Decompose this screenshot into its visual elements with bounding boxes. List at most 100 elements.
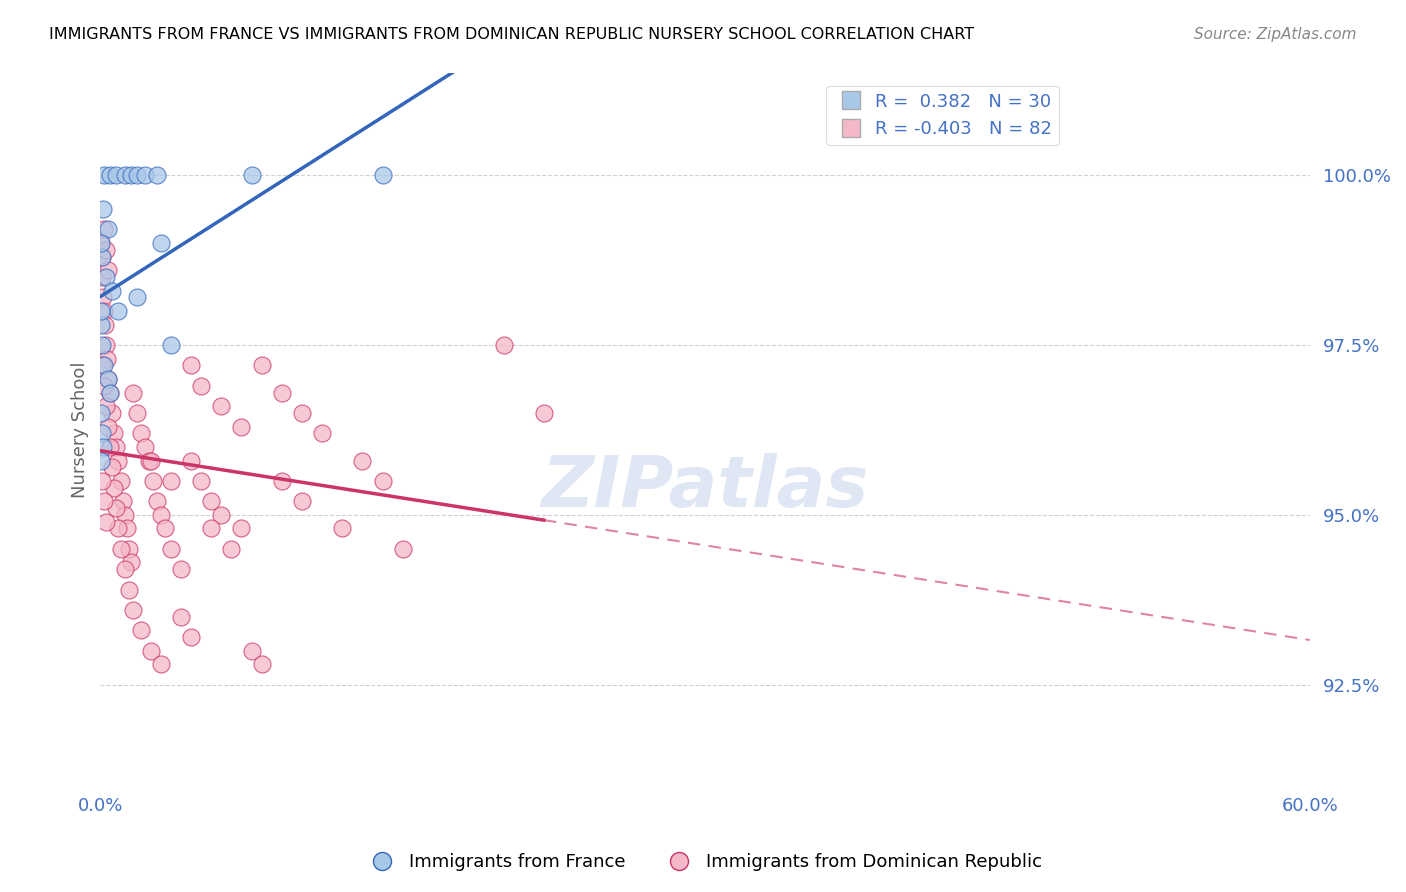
Point bbox=[231, 419, 253, 434]
Point bbox=[138, 453, 160, 467]
Point bbox=[371, 474, 394, 488]
Point bbox=[100, 385, 122, 400]
Point bbox=[91, 269, 114, 284]
Point bbox=[103, 481, 125, 495]
Point bbox=[91, 426, 114, 441]
Point bbox=[97, 372, 120, 386]
Point bbox=[352, 453, 374, 467]
Point bbox=[134, 168, 156, 182]
Point bbox=[91, 250, 114, 264]
Text: Source: ZipAtlas.com: Source: ZipAtlas.com bbox=[1194, 27, 1357, 42]
Point bbox=[101, 284, 124, 298]
Point bbox=[100, 440, 122, 454]
Point bbox=[110, 541, 132, 556]
Point bbox=[90, 304, 112, 318]
Point bbox=[190, 378, 212, 392]
Point bbox=[250, 657, 273, 672]
Point bbox=[90, 235, 112, 250]
Point bbox=[93, 304, 115, 318]
Point bbox=[96, 269, 118, 284]
Point bbox=[90, 318, 112, 332]
Point bbox=[160, 541, 183, 556]
Point bbox=[121, 603, 143, 617]
Point bbox=[90, 406, 112, 420]
Point bbox=[93, 359, 115, 373]
Point bbox=[100, 385, 122, 400]
Text: ZIPatlas: ZIPatlas bbox=[541, 452, 869, 522]
Point bbox=[125, 406, 148, 420]
Point bbox=[93, 494, 115, 508]
Legend: Immigrants from France, Immigrants from Dominican Republic: Immigrants from France, Immigrants from … bbox=[356, 847, 1050, 879]
Point bbox=[125, 290, 148, 304]
Point bbox=[115, 521, 138, 535]
Point bbox=[114, 562, 136, 576]
Point bbox=[91, 474, 114, 488]
Point bbox=[121, 385, 143, 400]
Point bbox=[146, 494, 169, 508]
Point bbox=[250, 359, 273, 373]
Point bbox=[240, 644, 263, 658]
Point bbox=[149, 657, 172, 672]
Point bbox=[96, 243, 118, 257]
Point bbox=[107, 521, 129, 535]
Point bbox=[93, 202, 115, 216]
Text: IMMIGRANTS FROM FRANCE VS IMMIGRANTS FROM DOMINICAN REPUBLIC NURSERY SCHOOL CORR: IMMIGRANTS FROM FRANCE VS IMMIGRANTS FRO… bbox=[49, 27, 974, 42]
Point bbox=[492, 338, 515, 352]
Point bbox=[291, 494, 314, 508]
Point bbox=[97, 222, 120, 236]
Point bbox=[90, 453, 112, 467]
Point bbox=[134, 440, 156, 454]
Point bbox=[160, 338, 183, 352]
Point bbox=[91, 359, 114, 373]
Point bbox=[96, 338, 118, 352]
Point bbox=[110, 474, 132, 488]
Point bbox=[111, 494, 134, 508]
Point bbox=[142, 474, 165, 488]
Point bbox=[170, 610, 193, 624]
Point bbox=[90, 235, 112, 250]
Point bbox=[221, 541, 243, 556]
Point bbox=[93, 440, 115, 454]
Point bbox=[190, 474, 212, 488]
Point bbox=[209, 399, 232, 413]
Point bbox=[391, 541, 413, 556]
Point bbox=[129, 426, 152, 441]
Point bbox=[120, 556, 142, 570]
Point bbox=[97, 419, 120, 434]
Point bbox=[117, 541, 139, 556]
Point bbox=[149, 235, 172, 250]
Point bbox=[105, 501, 128, 516]
Point bbox=[97, 372, 120, 386]
Point bbox=[125, 168, 148, 182]
Point bbox=[160, 474, 183, 488]
Point bbox=[94, 318, 117, 332]
Point bbox=[100, 168, 122, 182]
Point bbox=[117, 582, 139, 597]
Point bbox=[107, 304, 129, 318]
Point bbox=[533, 406, 555, 420]
Point bbox=[240, 168, 263, 182]
Point bbox=[330, 521, 353, 535]
Point bbox=[105, 168, 128, 182]
Point bbox=[170, 562, 193, 576]
Point bbox=[180, 359, 202, 373]
Point bbox=[101, 460, 124, 475]
Point bbox=[93, 290, 115, 304]
Point bbox=[91, 338, 114, 352]
Point bbox=[105, 440, 128, 454]
Point bbox=[96, 515, 118, 529]
Point bbox=[129, 624, 152, 638]
Point bbox=[180, 453, 202, 467]
Point bbox=[114, 168, 136, 182]
Point bbox=[139, 644, 162, 658]
Point bbox=[93, 168, 115, 182]
Legend: R =  0.382   N = 30, R = -0.403   N = 82: R = 0.382 N = 30, R = -0.403 N = 82 bbox=[827, 86, 1059, 145]
Point bbox=[371, 168, 394, 182]
Point bbox=[146, 168, 169, 182]
Point bbox=[149, 508, 172, 522]
Point bbox=[91, 250, 114, 264]
Point bbox=[103, 426, 125, 441]
Point bbox=[153, 521, 176, 535]
Point bbox=[311, 426, 333, 441]
Point bbox=[180, 630, 202, 644]
